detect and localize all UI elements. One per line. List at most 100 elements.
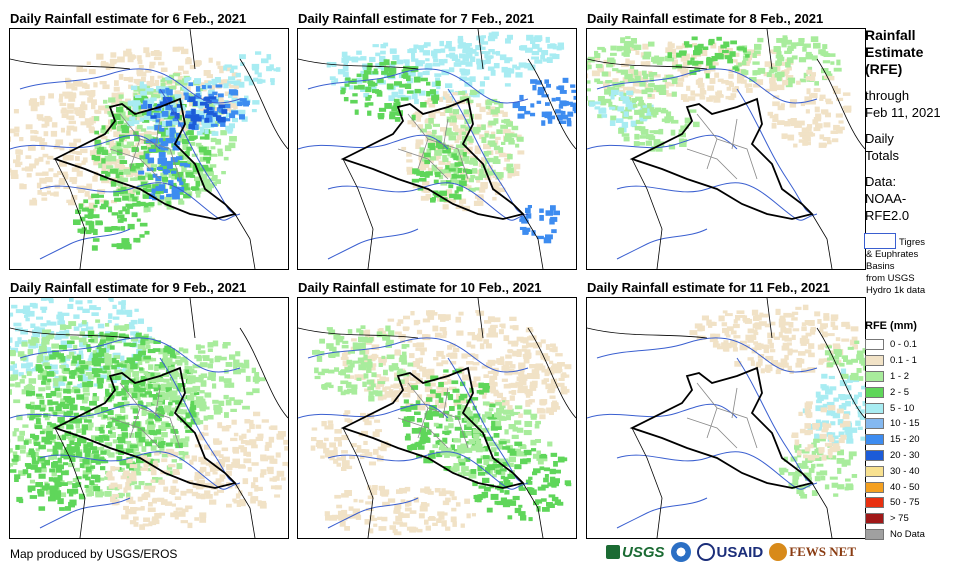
rfe-legend-title: RFE (mm) bbox=[865, 320, 917, 332]
usgs-wave-icon bbox=[606, 545, 620, 559]
partner-logos: USGS USAID FEWS NET bbox=[606, 542, 856, 562]
legend-date: through Feb 11, 2021 bbox=[865, 87, 941, 121]
basin-line: from USGS bbox=[866, 273, 915, 284]
province-boundaries bbox=[109, 113, 181, 180]
usgs-logo: USGS bbox=[606, 544, 665, 561]
rainfall-map-4 bbox=[9, 297, 289, 539]
province-boundaries bbox=[397, 382, 469, 449]
legend-label: 2 - 5 bbox=[890, 386, 910, 398]
legend-data-line: Data: bbox=[865, 174, 897, 189]
neighbor-borders bbox=[298, 29, 576, 269]
country-border bbox=[52, 366, 237, 489]
legend-daily-line: Daily bbox=[865, 131, 894, 146]
rainfall-map-1 bbox=[9, 28, 289, 270]
panel-title-1: Daily Rainfall estimate for 6 Feb., 2021 bbox=[10, 11, 247, 26]
rainfall-field bbox=[689, 304, 865, 499]
province-boundaries bbox=[686, 382, 758, 449]
neighbor-borders bbox=[587, 29, 865, 269]
river-lines bbox=[10, 337, 241, 529]
legend-row: 2 - 5 bbox=[865, 384, 925, 400]
legend-swatch bbox=[865, 513, 884, 525]
legend-swatch bbox=[865, 418, 884, 430]
panel-title-2: Daily Rainfall estimate for 7 Feb., 2021 bbox=[298, 11, 535, 26]
country-border bbox=[629, 366, 814, 489]
legend-heading-line: (RFE) bbox=[865, 61, 903, 77]
legend-swatch bbox=[865, 339, 884, 351]
legend-label: No Data bbox=[890, 528, 925, 540]
rainfall-map-2 bbox=[297, 28, 577, 270]
legend-label: 40 - 50 bbox=[890, 481, 920, 493]
legend-row: 20 - 30 bbox=[865, 448, 925, 464]
country-border bbox=[52, 97, 237, 220]
legend-data-source: Data: NOAA- RFE2.0 bbox=[865, 173, 909, 224]
usaid-logo-text: USAID bbox=[716, 543, 764, 561]
map-credit: Map produced by USGS/EROS bbox=[10, 547, 178, 561]
legend-label: 20 - 30 bbox=[890, 449, 920, 461]
country-border bbox=[340, 366, 525, 489]
rfe-legend: 0 - 0.1 0.1 - 1 1 - 2 2 - 5 5 - 10 10 - 15 15 … bbox=[865, 337, 925, 542]
basin-line: Tigres bbox=[899, 237, 926, 248]
legend-label: > 75 bbox=[890, 513, 909, 525]
rainfall-field bbox=[10, 298, 288, 530]
panel-title-6: Daily Rainfall estimate for 11 Feb., 202… bbox=[587, 280, 830, 295]
legend-label: 50 - 75 bbox=[890, 497, 920, 509]
legend-date-line: through bbox=[865, 88, 910, 103]
legend-label: 1 - 2 bbox=[890, 370, 910, 382]
legend-swatch bbox=[865, 355, 884, 367]
legend-swatch bbox=[865, 402, 884, 414]
panel-title-5: Daily Rainfall estimate for 10 Feb., 202… bbox=[298, 280, 542, 295]
neighbor-borders bbox=[298, 298, 576, 538]
province-boundaries bbox=[397, 113, 469, 180]
river-lines bbox=[587, 337, 818, 529]
rainfall-map-3 bbox=[586, 28, 866, 270]
usaid-logo: USAID bbox=[696, 543, 764, 561]
panel-title-4: Daily Rainfall estimate for 9 Feb., 2021 bbox=[10, 280, 247, 295]
province-boundaries bbox=[109, 382, 181, 449]
basin-legend-text: Tigres & Euphrates Basins from USGS Hydr… bbox=[866, 237, 925, 297]
legend-daily-line: Totals bbox=[865, 148, 899, 163]
legend-row: 0.1 - 1 bbox=[865, 353, 925, 369]
rainfall-field bbox=[326, 31, 576, 244]
legend-data-line: RFE2.0 bbox=[865, 208, 910, 223]
rainfall-field bbox=[10, 46, 281, 251]
river-lines bbox=[298, 68, 529, 260]
fewsnet-logo-text: FEWS NET bbox=[789, 544, 857, 559]
legend-label: 0 - 0.1 bbox=[890, 339, 917, 351]
legend-row: 5 - 10 bbox=[865, 400, 925, 416]
basin-outline-swatch bbox=[864, 233, 896, 249]
panel-title-3: Daily Rainfall estimate for 8 Feb., 2021 bbox=[587, 11, 824, 26]
rainfall-map-5 bbox=[297, 297, 577, 539]
rainfall-field bbox=[587, 35, 852, 152]
neighbor-borders bbox=[10, 298, 288, 538]
basin-line: Basins bbox=[866, 261, 895, 272]
rainfall-field bbox=[310, 310, 572, 536]
country-border bbox=[340, 97, 525, 220]
legend-heading-line: Rainfall bbox=[865, 27, 916, 43]
legend-swatch bbox=[865, 370, 884, 382]
basin-line: Hydro 1k data bbox=[866, 285, 926, 296]
legend-swatch bbox=[865, 528, 884, 540]
legend-data-line: NOAA- bbox=[865, 191, 907, 206]
legend-swatch bbox=[865, 449, 884, 461]
legend-daily-totals: Daily Totals bbox=[865, 130, 899, 164]
legend-swatch bbox=[865, 481, 884, 493]
legend-row: 10 - 15 bbox=[865, 416, 925, 432]
legend-label: 15 - 20 bbox=[890, 434, 920, 446]
legend-row: 30 - 40 bbox=[865, 463, 925, 479]
noaa-logo bbox=[670, 542, 691, 562]
legend-label: 10 - 15 bbox=[890, 418, 920, 430]
legend-swatch bbox=[865, 465, 884, 477]
legend-label: 0.1 - 1 bbox=[890, 355, 917, 367]
legend-row: > 75 bbox=[865, 511, 925, 527]
legend-swatch bbox=[865, 434, 884, 446]
legend-swatch bbox=[865, 386, 884, 398]
rainfall-map-6 bbox=[586, 297, 866, 539]
legend-row: 40 - 50 bbox=[865, 479, 925, 495]
legend-label: 30 - 40 bbox=[890, 465, 920, 477]
basin-line: & Euphrates bbox=[866, 249, 919, 260]
fewsnet-sun-icon bbox=[769, 543, 788, 561]
fewsnet-logo: FEWS NET bbox=[769, 543, 856, 561]
legend-date-line: Feb 11, 2021 bbox=[865, 105, 941, 120]
legend-heading: Rainfall Estimate (RFE) bbox=[865, 27, 923, 78]
legend-row: 0 - 0.1 bbox=[865, 337, 925, 353]
